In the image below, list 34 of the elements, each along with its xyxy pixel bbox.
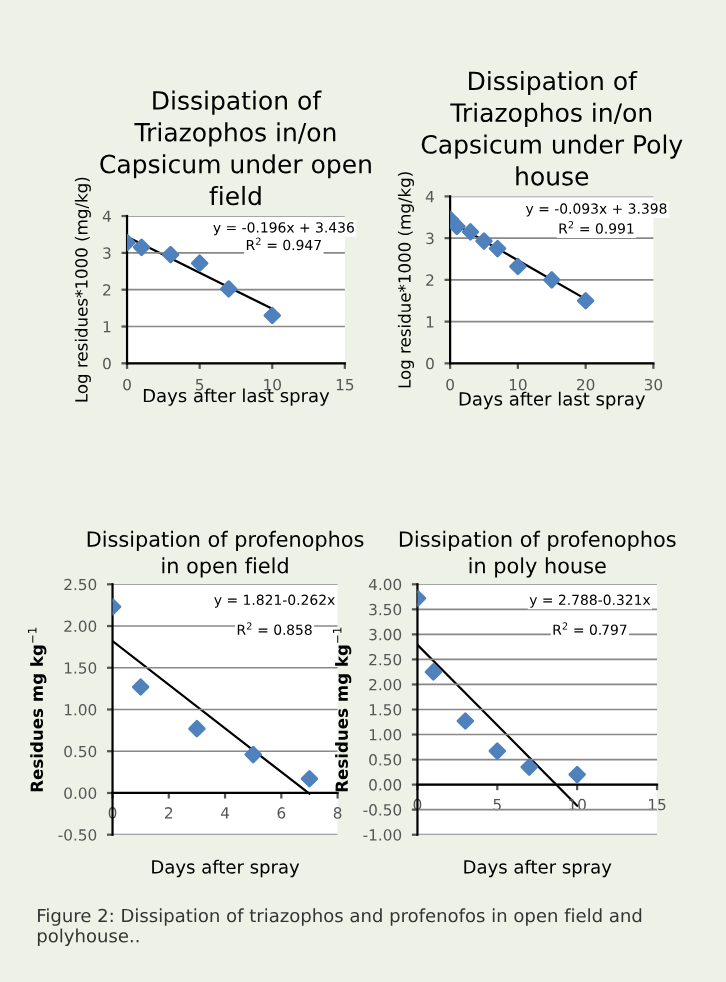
point (263, 306, 281, 325)
y-axis-title: Residues mg kg$^{−1}$ (332, 627, 352, 792)
point (488, 742, 507, 760)
point (509, 257, 527, 276)
point (520, 758, 538, 776)
x-axis-title: Days after last spray (143, 388, 330, 406)
y-axis-title: Log residues*1000 (mg/kg) (74, 177, 91, 402)
x-axis-title: Days after spray (464, 859, 612, 878)
x-axis-title: Days after last spray (459, 391, 646, 410)
point (450, 217, 466, 236)
point (475, 232, 493, 250)
caption: Figure 2: Dissipation of triazophos and profenofos in open field and polyhouse.. (37, 908, 642, 947)
point (188, 719, 206, 738)
chart-title: Dissipation of profenophos in open field (87, 530, 364, 578)
y-axis-title: Log residue*1000 (mg/kg) (397, 172, 415, 388)
point (461, 223, 480, 241)
point (161, 245, 180, 264)
y-axis-title: Residues mg kg$^{−1}$ (27, 627, 47, 792)
point (244, 745, 262, 764)
point (456, 712, 475, 730)
point (131, 678, 150, 696)
point (568, 765, 586, 784)
point (132, 238, 151, 257)
chart-title: Dissipation of Triazophos in/on Capsicum under Poly house (421, 70, 683, 186)
chart-title: Dissipation of profenophos in poly house (399, 530, 676, 578)
point (300, 770, 319, 788)
point (543, 271, 561, 289)
point (488, 239, 507, 258)
point (190, 254, 209, 272)
point (424, 663, 443, 681)
x-axis-title: Days after spray (152, 859, 300, 878)
point (219, 280, 238, 298)
point (576, 292, 595, 310)
chart-title: Dissipation of Triazophos in/on Capsicum under open field (100, 90, 371, 206)
